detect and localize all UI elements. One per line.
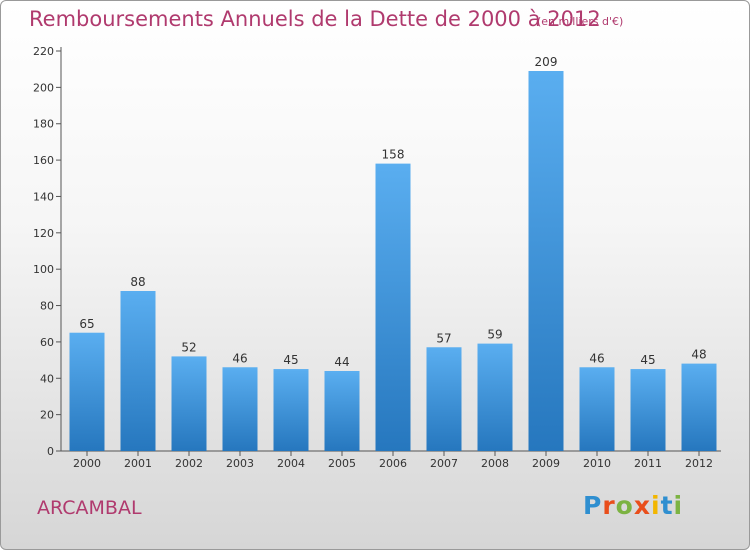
bar (579, 367, 615, 451)
bar-highlight (630, 369, 666, 372)
y-tick-label: 20 (40, 409, 54, 422)
x-tick-label: 2002 (175, 457, 203, 470)
bar-highlight (528, 71, 564, 73)
y-tick-label: 60 (40, 336, 54, 349)
bar-value-label: 46 (589, 351, 604, 365)
bar-highlight (222, 367, 258, 370)
x-tick-label: 2001 (124, 457, 152, 470)
bar-value-label: 45 (640, 353, 655, 367)
brand-letter: o (615, 491, 634, 520)
bar-highlight (579, 367, 615, 370)
brand-letter: r (602, 491, 616, 520)
y-tick-label: 80 (40, 300, 54, 313)
bar (324, 371, 360, 451)
bar (681, 363, 717, 451)
bar-highlight (324, 371, 360, 373)
brand-letter: t (660, 491, 674, 520)
bar (528, 71, 564, 451)
y-tick-label: 120 (33, 227, 54, 240)
brand-logo: Proxiti (583, 491, 683, 520)
bar-value-label: 45 (283, 353, 298, 367)
bar (120, 291, 156, 451)
bar-highlight (171, 356, 207, 359)
bar-highlight (681, 363, 717, 366)
bar-highlight (120, 291, 156, 293)
bar (375, 163, 411, 451)
bar (273, 369, 309, 451)
x-tick-label: 2010 (583, 457, 611, 470)
bar-highlight (477, 343, 513, 346)
y-tick-label: 160 (33, 154, 54, 167)
bar-highlight (69, 332, 105, 335)
y-tick-label: 180 (33, 118, 54, 131)
labels: 65 2000 88 2001 52 2002 46 2003 45 2004 44 2005 158 2… (73, 55, 713, 470)
bar (171, 356, 207, 451)
x-tick-label: 2009 (532, 457, 560, 470)
bar-value-label: 158 (382, 148, 405, 162)
bar-value-label: 65 (79, 317, 94, 331)
x-tick-label: 2008 (481, 457, 509, 470)
bar (69, 332, 105, 451)
x-tick-label: 2006 (379, 457, 407, 470)
y-tick-label: 200 (33, 81, 54, 94)
bar-value-label: 44 (334, 355, 349, 369)
bar-value-label: 59 (487, 328, 502, 342)
bar (426, 347, 462, 451)
y-tick-label: 100 (33, 263, 54, 276)
bar (477, 343, 513, 451)
location-label: ARCAMBAL (37, 497, 142, 519)
bar-value-label: 46 (232, 351, 247, 365)
brand-letter: i (651, 491, 661, 520)
x-tick-label: 2003 (226, 457, 254, 470)
x-tick-label: 2011 (634, 457, 662, 470)
chart-title: Remboursements Annuels de la Dette de 20… (29, 7, 601, 31)
x-tick-label: 2000 (73, 457, 101, 470)
y-tick-label: 140 (33, 190, 54, 203)
y-tick-label: 0 (47, 445, 54, 458)
x-tick-label: 2012 (685, 457, 713, 470)
brand-letter: x (633, 491, 651, 520)
brand-letter: P (583, 491, 603, 520)
bar (630, 369, 666, 451)
x-tick-label: 2004 (277, 457, 305, 470)
bar-value-label: 48 (691, 348, 706, 362)
bar-value-label: 57 (436, 331, 451, 345)
bar-highlight (375, 163, 411, 166)
x-tick-label: 2005 (328, 457, 356, 470)
bar-highlight (426, 347, 462, 350)
bar (222, 367, 258, 451)
bar-value-label: 88 (130, 275, 145, 289)
chart-subtitle: (en milliers d'€) (537, 15, 624, 28)
x-tick-label: 2007 (430, 457, 458, 470)
y-tick-label: 40 (40, 372, 54, 385)
brand-letter: i (673, 491, 684, 520)
bar-highlight (273, 369, 309, 372)
bar-value-label: 52 (181, 340, 196, 354)
bar-value-label: 209 (535, 55, 558, 69)
bars (69, 71, 717, 451)
y-tick-label: 220 (33, 45, 54, 58)
